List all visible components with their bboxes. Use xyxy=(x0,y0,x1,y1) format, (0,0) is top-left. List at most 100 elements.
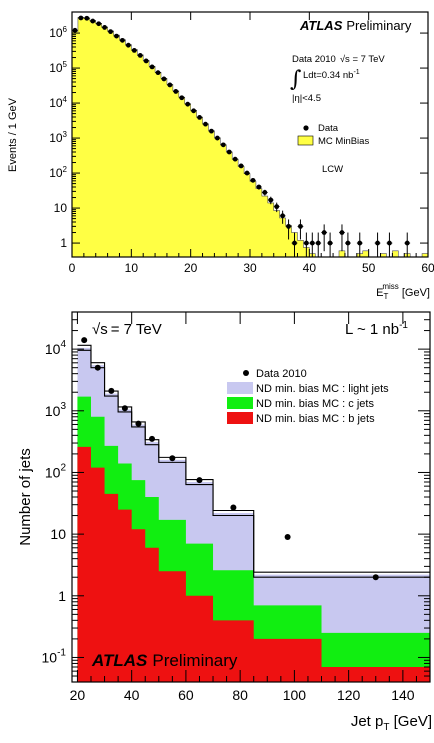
jet-pt-y-tick-label: 104 xyxy=(45,339,67,357)
met-data-point xyxy=(345,240,351,246)
jet-pt-b-jets-histogram xyxy=(77,446,430,682)
met-data-point xyxy=(274,204,280,210)
jet-pt-data-point xyxy=(135,420,142,427)
met-data-point xyxy=(185,101,191,107)
met-data-point xyxy=(226,149,232,155)
met-y-axis-label: Events / 1 GeV xyxy=(7,97,19,172)
jet-pt-data-point xyxy=(169,455,176,462)
met-data-point xyxy=(268,197,274,203)
jet-pt-legend-light-swatch xyxy=(227,382,253,394)
jet-pt-legend-light-label: ND min. bias MC : light jets xyxy=(256,383,389,395)
met-data-point xyxy=(149,64,155,70)
jet-pt-lumi-label: L ~ 1 nb-1 xyxy=(345,320,408,338)
met-data-point xyxy=(143,58,149,64)
jet-pt-data-point xyxy=(108,387,115,394)
met-data-point xyxy=(232,156,238,162)
met-y-tick-label: 105 xyxy=(49,60,67,75)
met-data-point xyxy=(191,108,197,114)
met-data-point xyxy=(203,121,208,127)
met-data-point xyxy=(256,184,262,190)
jet-pt-x-tick-label: 20 xyxy=(70,687,86,703)
met-info-lumi: Ldt=0.34 nb-1 xyxy=(303,69,360,81)
met-data-point xyxy=(309,240,315,246)
met-data-point xyxy=(161,76,167,82)
jet-pt-data-point xyxy=(372,574,379,581)
met-data-point xyxy=(84,15,90,21)
jet-pt-data-point xyxy=(284,533,291,540)
jet-pt-legend-c-label: ND min. bias MC : c jets xyxy=(256,398,374,410)
jet-pt-legend-b-swatch xyxy=(227,412,253,424)
met-data-point xyxy=(214,135,220,141)
jet-pt-x-tick-label: 60 xyxy=(178,687,194,703)
met-data-point xyxy=(286,223,291,229)
met-y-tick-label: 1 xyxy=(60,236,67,250)
jet-pt-y-tick-label: 10-1 xyxy=(42,647,67,665)
met-legend-mc-label: MC MinBias xyxy=(318,136,369,147)
met-x-tick-label: 0 xyxy=(69,261,76,275)
met-data-point xyxy=(125,42,131,48)
met-y-tick-label: 106 xyxy=(49,25,67,40)
met-legend-mc-swatch xyxy=(297,135,314,146)
met-data-point xyxy=(327,240,333,246)
met-x-tick-label: 40 xyxy=(303,261,317,275)
met-legend-data-marker xyxy=(303,125,309,131)
met-data-point xyxy=(292,240,297,246)
met-data-point xyxy=(108,29,113,35)
jet-pt-mc-total-lower-band xyxy=(77,349,430,578)
met-data-point xyxy=(96,21,102,27)
met-x-tick-label: 60 xyxy=(421,261,434,275)
met-legend-data-label: Data xyxy=(318,123,339,134)
met-data-point xyxy=(167,82,173,88)
met-data-point xyxy=(387,240,392,246)
met-info-eta: |η|<4.5 xyxy=(292,93,321,104)
met-y-tick-label: 104 xyxy=(49,95,67,110)
jet-pt-y-tick-label: 102 xyxy=(45,462,67,480)
met-data-point xyxy=(90,18,96,24)
met-x-tick-label: 10 xyxy=(125,261,139,275)
jet-pt-plot-area xyxy=(77,337,430,682)
met-data-point xyxy=(262,190,268,195)
met-y-tick-label: 10 xyxy=(54,201,68,215)
met-data-point xyxy=(220,142,226,148)
met-data-point xyxy=(375,240,380,246)
met-data-point xyxy=(280,213,286,219)
jet-pt-atlas-label: ATLAS Preliminary xyxy=(91,651,238,670)
met-data-point xyxy=(197,114,202,120)
jet-pt-data-point xyxy=(121,405,128,412)
jet-pt-data-point xyxy=(149,435,156,442)
jet-pt-data-point xyxy=(81,337,88,344)
met-data-point xyxy=(298,223,303,229)
met-data-point xyxy=(250,177,256,183)
met-data-point xyxy=(315,240,321,246)
met-info-data: Data 2010 √s = 7 TeV xyxy=(292,54,385,65)
met-distribution-chart: 0 10 20 30 40 50 60 1 10 102 103 104 105 106 Events /… xyxy=(7,11,434,301)
met-data-point xyxy=(238,163,244,169)
met-data-point xyxy=(173,89,179,94)
met-y-tick-label: 102 xyxy=(49,165,67,180)
met-data-point xyxy=(72,27,78,33)
met-data-point xyxy=(78,15,84,21)
jet-pt-y-tick-label: 103 xyxy=(45,401,67,419)
jet-pt-legend-c-swatch xyxy=(227,397,253,409)
met-axis-ticks: 0 10 20 30 40 50 60 1 10 102 103 104 105 106 xyxy=(49,12,434,275)
met-data-point xyxy=(321,230,327,235)
met-calibration-label: LCW xyxy=(322,164,343,175)
met-x-axis-label: ETmiss [GeV] xyxy=(376,282,430,301)
jet-pt-data-point xyxy=(94,364,101,371)
met-data-point xyxy=(131,47,137,53)
jet-pt-y-tick-label: 1 xyxy=(58,588,66,604)
met-data-point xyxy=(339,230,345,235)
jet-pt-legend-data-marker xyxy=(243,370,249,376)
met-integral-sign: ∫ xyxy=(290,67,302,92)
met-y-tick-label: 103 xyxy=(49,130,67,145)
jet-pt-data-point xyxy=(230,504,237,511)
met-plot-area xyxy=(71,15,429,258)
met-data-point xyxy=(209,128,214,134)
met-data-point xyxy=(303,240,309,246)
jet-pt-data-point xyxy=(196,477,203,484)
met-data-point xyxy=(357,240,363,246)
jet-pt-x-tick-label: 80 xyxy=(232,687,248,703)
jet-pt-y-tick-label: 10 xyxy=(50,526,66,542)
jet-pt-x-tick-label: 120 xyxy=(337,687,361,703)
